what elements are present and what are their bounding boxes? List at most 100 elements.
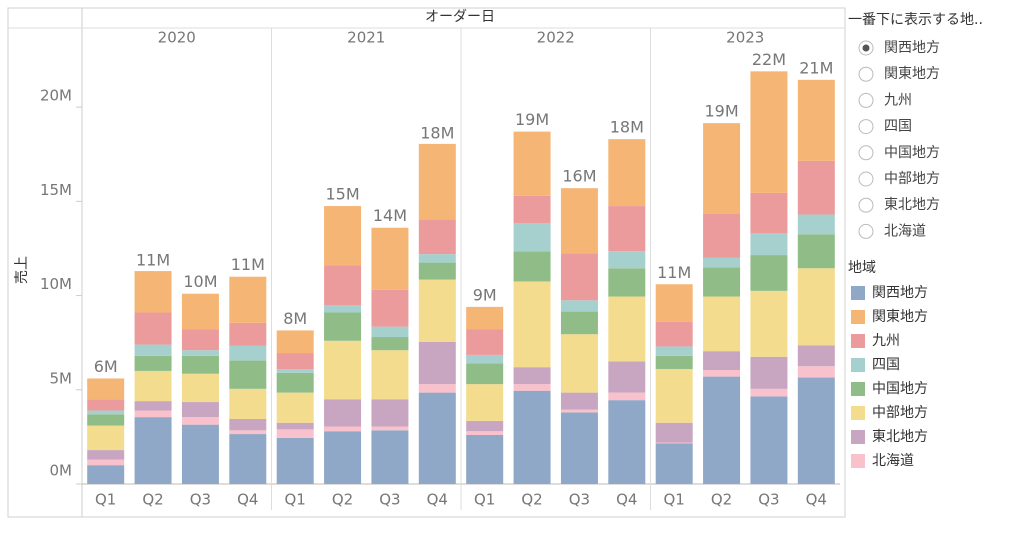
filter-title: 一番下に表示する地.. xyxy=(848,12,983,28)
year-label: 2021 xyxy=(347,29,385,47)
bar-segment xyxy=(371,337,409,351)
bar-segment xyxy=(276,429,314,438)
bar-segment xyxy=(466,329,504,355)
bar-segment xyxy=(181,402,219,418)
bar-segment xyxy=(797,377,835,484)
bar-segment xyxy=(276,437,314,484)
legend-label: 関東地方 xyxy=(872,309,928,325)
bar-segment xyxy=(134,370,172,402)
bar-segment xyxy=(134,410,172,418)
bar-segment xyxy=(703,257,741,268)
bar-segment xyxy=(703,267,741,297)
bar-segment xyxy=(371,399,409,427)
radio-label[interactable]: 九州 xyxy=(884,92,912,108)
bar-segment xyxy=(181,350,219,356)
bar-segment xyxy=(87,459,125,466)
total-label: 19M xyxy=(515,110,549,129)
bar-segment xyxy=(797,366,835,378)
legend-title: 地域 xyxy=(848,260,876,276)
bar-segment xyxy=(418,392,456,484)
bar-segment xyxy=(134,271,172,313)
bar-segment xyxy=(608,251,646,269)
total-label: 19M xyxy=(704,102,738,121)
bar-segment xyxy=(134,312,172,345)
bar-segment xyxy=(513,367,551,385)
bar-segment xyxy=(466,384,504,421)
x-tick-label: Q1 xyxy=(474,491,495,509)
radio-label[interactable]: 東北地方 xyxy=(884,197,940,213)
radio-label[interactable]: 北海道 xyxy=(884,223,926,239)
bar-segment xyxy=(655,442,693,444)
year-label: 2020 xyxy=(158,29,196,47)
radio-button[interactable] xyxy=(858,92,874,108)
bar-segment xyxy=(703,123,741,214)
bar-segment xyxy=(750,233,788,256)
total-label: 15M xyxy=(325,185,359,204)
bar-segment xyxy=(418,279,456,342)
y-tick-label: 5M xyxy=(50,369,73,387)
x-tick-label: Q3 xyxy=(758,491,779,509)
bar-segment xyxy=(418,254,456,263)
legend-swatch xyxy=(851,286,865,300)
bar-segment xyxy=(371,430,409,484)
radio-dot[interactable] xyxy=(862,44,870,52)
bar-segment xyxy=(134,355,172,371)
total-label: 11M xyxy=(657,263,691,282)
radio-button[interactable] xyxy=(858,119,874,135)
bar-segment xyxy=(181,424,219,484)
bar-segment xyxy=(608,392,646,401)
bar-segment xyxy=(513,390,551,484)
legend-label: 関西地方 xyxy=(872,285,928,301)
radio-button[interactable] xyxy=(858,145,874,161)
bar-segment xyxy=(466,354,504,364)
total-label: 9M xyxy=(473,285,497,304)
total-label: 14M xyxy=(373,206,407,225)
bar-segment xyxy=(276,330,314,354)
bar-segment xyxy=(560,253,598,301)
bar-segment xyxy=(276,392,314,423)
radio-label[interactable]: 関東地方 xyxy=(884,66,940,82)
bar-segment xyxy=(87,450,125,460)
x-tick-label: Q1 xyxy=(95,491,116,509)
bar-segment xyxy=(513,251,551,282)
bar-segment xyxy=(655,443,693,484)
legend-swatch xyxy=(851,358,865,372)
bar-segment xyxy=(181,329,219,351)
bar-segment xyxy=(750,71,788,193)
radio-label[interactable]: 中部地方 xyxy=(884,171,940,187)
radio-button[interactable] xyxy=(858,171,874,187)
radio-label[interactable]: 関西地方 xyxy=(884,40,940,56)
bar-segment xyxy=(750,396,788,484)
bar-segment xyxy=(371,227,409,290)
bar-segment xyxy=(513,195,551,224)
bar-segment xyxy=(513,131,551,196)
bar-segment xyxy=(466,363,504,385)
x-tick-label: Q4 xyxy=(616,491,637,509)
year-label: 2022 xyxy=(537,29,575,47)
x-tick-label: Q2 xyxy=(332,491,353,509)
bar-segment xyxy=(750,192,788,234)
bar-segment xyxy=(703,351,741,370)
radio-button[interactable] xyxy=(858,223,874,239)
bar-segment xyxy=(324,312,362,341)
bar-segment xyxy=(229,388,267,419)
bar-segment xyxy=(560,334,598,393)
radio-button[interactable] xyxy=(858,66,874,82)
bar-segment xyxy=(750,255,788,291)
bar-segment xyxy=(324,426,362,432)
y-tick-label: 10M xyxy=(40,275,72,293)
bar-segment xyxy=(797,234,835,269)
total-label: 16M xyxy=(562,167,596,186)
bar-segment xyxy=(513,281,551,368)
bar-segment xyxy=(466,435,504,484)
radio-label[interactable]: 四国 xyxy=(884,119,912,135)
x-tick-label: Q3 xyxy=(190,491,211,509)
bar-segment xyxy=(703,376,741,484)
bar-segment xyxy=(87,399,125,411)
radio-button[interactable] xyxy=(858,197,874,213)
bar-segment xyxy=(324,399,362,427)
bar-segment xyxy=(324,431,362,484)
y-tick-label: 15M xyxy=(40,181,72,199)
radio-label[interactable]: 中国地方 xyxy=(884,145,940,161)
